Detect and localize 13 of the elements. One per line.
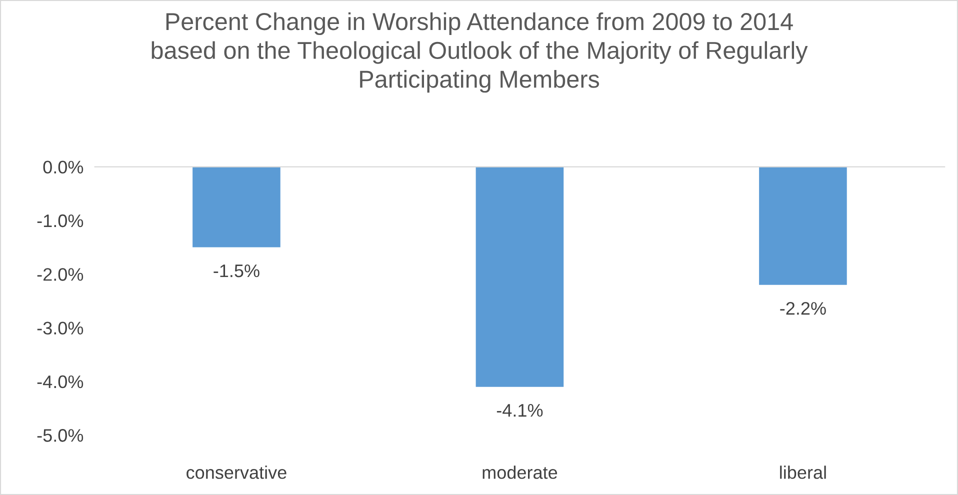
y-tick-label: 0.0%: [43, 160, 84, 174]
data-label: -4.1%: [496, 404, 543, 417]
y-tick-label: -1.0%: [37, 214, 84, 228]
y-tick-label: -4.0%: [37, 375, 84, 388]
data-label: -1.5%: [214, 264, 260, 278]
chart-title: Percent Change in Worship Attendance from 2009 to 2014 based on the Theological Outlook of the Majority of Regularly Participating Members: [152, 12, 808, 93]
x-tick-label: moderate: [482, 466, 558, 479]
y-tick-label: -3.0%: [37, 322, 84, 335]
y-tick-label: -5.0%: [37, 429, 84, 442]
data-label: -2.2%: [780, 302, 826, 315]
y-tick-label: -2.0%: [37, 268, 84, 281]
x-tick-label: conservative: [186, 466, 286, 479]
x-tick-label: liberal: [780, 466, 826, 479]
